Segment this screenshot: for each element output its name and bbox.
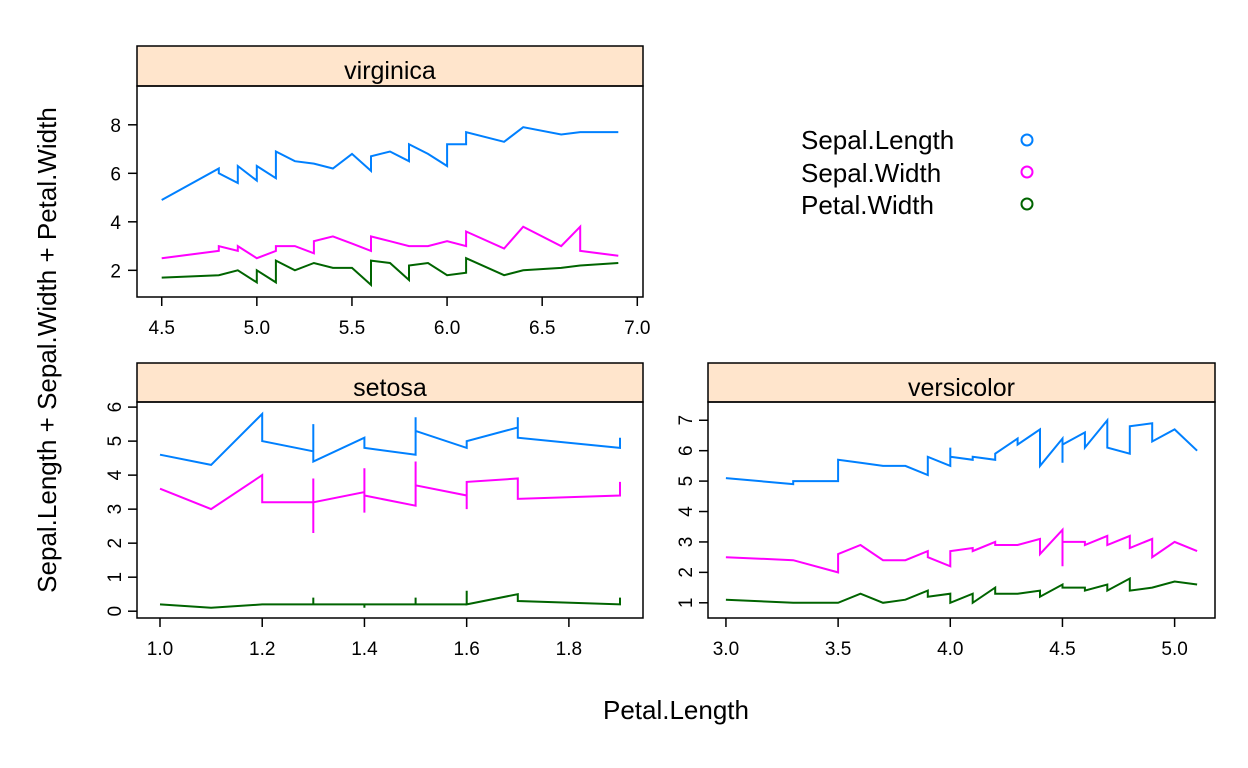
legend-marker-petal-width bbox=[1020, 197, 1034, 211]
y-tick-label-versicolor: 2 bbox=[676, 567, 697, 578]
x-tick-label-virginica: 5.0 bbox=[244, 318, 270, 339]
x-tick-label-virginica: 6.5 bbox=[529, 318, 555, 339]
x-tick-label-virginica: 7.0 bbox=[624, 318, 650, 339]
series-line-versicolor-petal-width bbox=[725, 576, 1198, 605]
y-tick-label-versicolor: 7 bbox=[676, 415, 697, 426]
y-tick-label-setosa: 4 bbox=[105, 469, 126, 480]
x-tick-label-versicolor: 3.5 bbox=[825, 639, 851, 660]
x-tick-label-setosa: 1.0 bbox=[147, 639, 173, 660]
y-tick-label-setosa: 2 bbox=[105, 538, 126, 549]
series-line-virginica-sepal-width bbox=[161, 224, 619, 260]
series-line-versicolor-sepal-width bbox=[725, 527, 1198, 574]
panel-setosa-ticks: 1.0 1.2 1.4 1.6 1.8 0 1 2 3 4 5 6 bbox=[105, 402, 582, 660]
legend-label-sepal-width: Sepal.Width bbox=[801, 158, 941, 188]
y-tick-label-versicolor: 1 bbox=[676, 597, 697, 608]
y-axis-title: Sepal.Length + Sepal.Width + Petal.Width bbox=[32, 107, 62, 593]
y-tick-label-versicolor: 3 bbox=[676, 537, 697, 548]
y-tick-label-versicolor: 6 bbox=[676, 445, 697, 456]
y-tick-label-virginica: 8 bbox=[110, 116, 121, 137]
panel-virginica: 4.5 5.0 5.5 6.0 6.5 7.0 2 4 6 8 virginica bbox=[110, 45, 651, 339]
panel-setosa-frame bbox=[136, 401, 644, 619]
series-line-setosa-sepal-width bbox=[159, 461, 621, 533]
strip-label-virginica: virginica bbox=[344, 57, 436, 85]
strip-label-versicolor: versicolor bbox=[908, 374, 1015, 402]
y-tick-label-virginica: 2 bbox=[110, 261, 121, 282]
legend-marker-sepal-width bbox=[1020, 165, 1034, 179]
panel-versicolor-lines bbox=[725, 417, 1198, 605]
x-tick-label-virginica: 4.5 bbox=[149, 318, 175, 339]
panel-setosa: 1.0 1.2 1.4 1.6 1.8 0 1 2 3 4 5 6 setosa bbox=[105, 362, 644, 660]
y-tick-label-virginica: 6 bbox=[110, 164, 121, 185]
y-tick-label-setosa: 1 bbox=[105, 572, 126, 583]
x-tick-label-virginica: 6.0 bbox=[434, 318, 460, 339]
panel-setosa-lines bbox=[159, 411, 621, 609]
x-axis-title: Petal.Length bbox=[603, 695, 749, 725]
panel-virginica-frame bbox=[136, 85, 644, 298]
panel-versicolor-frame bbox=[707, 401, 1216, 619]
legend-label-petal-width: Petal.Width bbox=[801, 190, 934, 220]
panel-virginica-ticks: 4.5 5.0 5.5 6.0 6.5 7.0 2 4 6 8 bbox=[110, 116, 650, 339]
x-tick-label-versicolor: 5.0 bbox=[1161, 639, 1187, 660]
x-tick-label-setosa: 1.2 bbox=[249, 639, 275, 660]
x-tick-label-versicolor: 4.0 bbox=[937, 639, 963, 660]
y-tick-label-setosa: 6 bbox=[105, 402, 126, 413]
strip-label-setosa: setosa bbox=[353, 374, 427, 402]
x-tick-label-versicolor: 4.5 bbox=[1049, 639, 1075, 660]
y-tick-label-virginica: 4 bbox=[110, 213, 121, 234]
y-tick-label-versicolor: 5 bbox=[676, 476, 697, 487]
series-line-setosa-petal-width bbox=[159, 590, 621, 609]
series-line-setosa-sepal-length bbox=[159, 411, 621, 466]
y-tick-label-setosa: 5 bbox=[105, 436, 126, 447]
strip-virginica bbox=[136, 45, 644, 87]
legend-label-sepal-length: Sepal.Length bbox=[801, 125, 954, 155]
legend: Sepal.Length Sepal.Width Petal.Width bbox=[801, 125, 1034, 220]
y-tick-label-setosa: 3 bbox=[105, 504, 126, 515]
x-tick-label-versicolor: 3.0 bbox=[713, 639, 739, 660]
panel-versicolor-ticks: 3.0 3.5 4.0 4.5 5.0 1 2 3 4 5 6 7 bbox=[676, 415, 1188, 660]
x-tick-label-setosa: 1.8 bbox=[556, 639, 582, 660]
x-tick-label-setosa: 1.6 bbox=[453, 639, 479, 660]
series-line-virginica-sepal-length bbox=[161, 126, 619, 201]
panel-versicolor: 3.0 3.5 4.0 4.5 5.0 1 2 3 4 5 6 7 versicolor bbox=[676, 362, 1216, 660]
legend-marker-sepal-length bbox=[1020, 133, 1034, 147]
panel-virginica-lines bbox=[161, 126, 619, 288]
series-line-virginica-petal-width bbox=[161, 256, 619, 288]
x-tick-label-virginica: 5.5 bbox=[339, 318, 365, 339]
x-tick-label-setosa: 1.4 bbox=[351, 639, 378, 660]
y-tick-label-setosa: 0 bbox=[105, 606, 126, 617]
series-line-versicolor-sepal-length bbox=[725, 417, 1198, 486]
y-tick-label-versicolor: 4 bbox=[676, 506, 697, 517]
